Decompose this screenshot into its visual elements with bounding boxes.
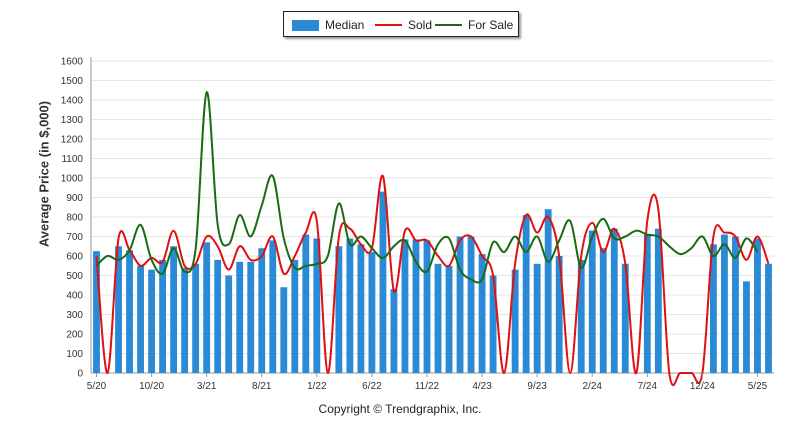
median-bar	[743, 281, 750, 373]
median-bar	[181, 267, 189, 373]
y-tick-label: 1200	[61, 135, 84, 146]
median-bar	[423, 240, 431, 373]
median-bar	[467, 236, 475, 373]
median-bar	[709, 244, 717, 373]
median-bar	[159, 259, 167, 373]
for-sale-line	[95, 91, 759, 284]
legend-item-for-sale[interactable]: For Sale	[435, 12, 513, 38]
x-tick-label: 11/22	[415, 381, 440, 392]
median-bar	[511, 269, 519, 373]
median-bar	[379, 191, 387, 373]
legend-swatch-for-sale	[435, 24, 462, 26]
chart-legend: Median Sold For Sale	[283, 11, 519, 37]
median-bar	[599, 248, 607, 373]
y-tick-label: 1500	[61, 76, 84, 87]
copyright-footer: Copyright © Trendgraphix, Inc.	[318, 402, 482, 416]
y-tick-label: 1300	[61, 115, 84, 126]
median-bar	[335, 246, 343, 373]
median-bar	[577, 259, 585, 373]
median-bar	[247, 261, 255, 373]
y-tick-label: 0	[77, 369, 83, 380]
y-tick-label: 800	[66, 213, 83, 224]
median-bar	[280, 287, 288, 373]
median-bar	[269, 240, 277, 373]
y-tick-label: 600	[66, 252, 83, 263]
median-bar	[214, 259, 222, 373]
legend-label-median: Median	[325, 18, 365, 32]
median-bar	[225, 275, 233, 373]
median-bar	[390, 289, 398, 373]
legend-item-median[interactable]: Median	[292, 12, 364, 38]
median-bar	[445, 265, 453, 373]
legend-swatch-sold	[375, 24, 402, 26]
x-tick-label: 12/24	[690, 381, 715, 392]
x-tick-label: 4/23	[472, 381, 492, 392]
y-tick-label: 300	[66, 310, 83, 321]
median-bar	[522, 215, 530, 373]
y-tick-label: 1000	[61, 174, 84, 185]
median-bar	[456, 236, 464, 373]
median-bar	[313, 238, 321, 373]
y-tick-label: 1400	[61, 96, 84, 107]
x-tick-label: 5/20	[87, 381, 107, 392]
median-bar	[412, 239, 420, 373]
legend-item-sold[interactable]: Sold	[375, 12, 432, 38]
y-tick-label: 900	[66, 193, 83, 204]
median-bar	[610, 228, 618, 373]
x-tick-label: 6/22	[362, 381, 382, 392]
median-bar	[544, 209, 552, 373]
x-tick-label: 1/22	[307, 381, 327, 392]
median-bar	[170, 246, 178, 373]
y-tick-label: 700	[66, 232, 83, 243]
median-bar	[93, 251, 100, 373]
median-bar	[643, 234, 651, 373]
x-tick-label: 9/23	[527, 381, 547, 392]
x-tick-label: 10/20	[139, 381, 164, 392]
median-bar	[203, 242, 211, 373]
median-bar	[192, 263, 200, 373]
median-bar	[291, 259, 299, 373]
legend-label-sold: Sold	[408, 18, 433, 32]
y-tick-label: 500	[66, 271, 83, 282]
x-tick-label: 8/21	[252, 381, 272, 392]
median-bar	[357, 244, 365, 373]
median-bar	[478, 254, 486, 373]
median-bar	[258, 248, 266, 373]
median-bar	[368, 252, 376, 373]
median-bar	[754, 238, 761, 373]
legend-label-for-sale: For Sale	[468, 18, 514, 32]
x-tick-label: 5/25	[748, 381, 768, 392]
y-tick-label: 1600	[61, 57, 84, 68]
median-bar	[621, 263, 629, 373]
median-bar	[555, 256, 563, 373]
y-tick-label: 1100	[61, 154, 83, 165]
y-tick-label: 100	[66, 349, 83, 360]
y-tick-label: 200	[66, 330, 83, 341]
x-tick-label: 3/21	[197, 381, 217, 392]
median-bar	[346, 238, 354, 373]
median-bar	[732, 236, 739, 373]
median-bar	[148, 269, 156, 373]
median-bar	[654, 228, 662, 373]
sold-line	[95, 175, 770, 386]
median-bar	[765, 263, 772, 373]
median-bar	[489, 275, 497, 373]
median-bar	[434, 263, 442, 373]
median-bar	[721, 234, 728, 373]
median-bar	[302, 234, 310, 373]
x-tick-label: 2/24	[582, 381, 602, 392]
median-bar	[588, 230, 596, 373]
median-bar	[401, 239, 409, 373]
median-bar	[115, 246, 122, 373]
legend-swatch-median	[292, 19, 319, 31]
median-bar	[236, 261, 244, 373]
x-tick-label: 7/24	[638, 381, 658, 392]
median-bar	[533, 263, 541, 373]
y-tick-label: 400	[66, 291, 83, 302]
median-bar	[137, 265, 144, 373]
median-bar	[126, 250, 133, 373]
